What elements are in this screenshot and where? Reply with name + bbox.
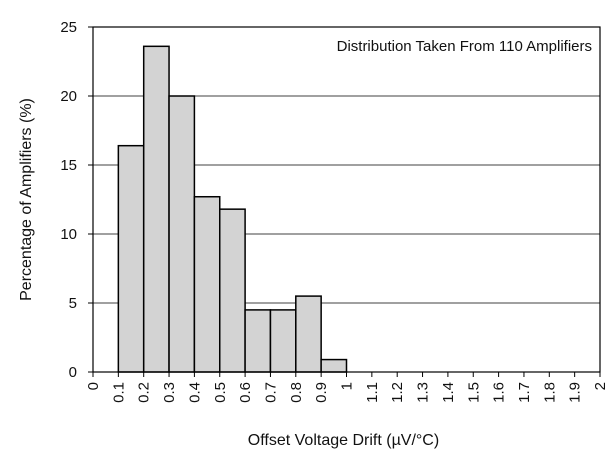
- histogram-bar: [168, 95, 196, 373]
- x-tick-label: 0.8: [288, 382, 305, 403]
- histogram-bar: [193, 195, 221, 373]
- x-tick-label: 1.7: [516, 382, 533, 403]
- y-tick-label: 25: [60, 19, 77, 36]
- x-tick-label: 0.4: [186, 382, 203, 403]
- histogram-bar: [320, 358, 348, 373]
- chart-annotation: Distribution Taken From 110 Amplifiers: [337, 38, 592, 55]
- x-tick-label: 0.1: [110, 382, 127, 403]
- x-axis: 0 0.1 0.2 0.3 0.4 0.5 0.6 0.7 0.8 0.9 1 1.1 1.2 1.3 1.…: [85, 372, 605, 403]
- x-tick-label: 0.2: [136, 382, 153, 403]
- y-tick-label: 10: [60, 226, 77, 243]
- x-tick-label: 1.4: [440, 382, 457, 403]
- x-tick-label: 0.9: [313, 382, 330, 403]
- x-tick-label: 0.3: [161, 382, 178, 403]
- x-tick-label: 2: [592, 382, 605, 390]
- histogram-bar: [295, 295, 322, 373]
- x-tick-label: 1: [339, 382, 356, 390]
- x-tick-label: 1.5: [465, 382, 482, 403]
- y-axis-title: Percentage of Amplifiers (%): [18, 98, 35, 301]
- y-tick-label: 15: [60, 157, 77, 174]
- x-tick-label: 1.9: [567, 382, 584, 403]
- y-tick-label: 5: [69, 295, 77, 312]
- x-axis-title: Offset Voltage Drift (µV/°C): [248, 432, 439, 449]
- histogram-bar: [269, 309, 297, 373]
- x-tick-label: 1.6: [491, 382, 508, 403]
- y-tick-label: 0: [69, 364, 77, 381]
- x-tick-label: 1.3: [415, 382, 432, 403]
- y-axis: 0 5 10 15 20 25: [60, 19, 93, 381]
- x-tick-label: 0.7: [262, 382, 279, 403]
- x-tick-label: 1.2: [389, 382, 406, 403]
- histogram-bar: [219, 208, 246, 373]
- x-tick-label: 0.5: [212, 382, 229, 403]
- histogram-bar: [142, 45, 170, 373]
- x-tick-label: 0.6: [237, 382, 254, 403]
- histogram-bar: [244, 309, 272, 373]
- bars: [117, 45, 348, 373]
- x-tick-label: 0: [85, 382, 102, 390]
- histogram-bar: [117, 144, 145, 373]
- x-tick-label: 1.1: [364, 382, 381, 403]
- x-tick-label: 1.8: [541, 382, 558, 403]
- y-tick-label: 20: [60, 88, 77, 105]
